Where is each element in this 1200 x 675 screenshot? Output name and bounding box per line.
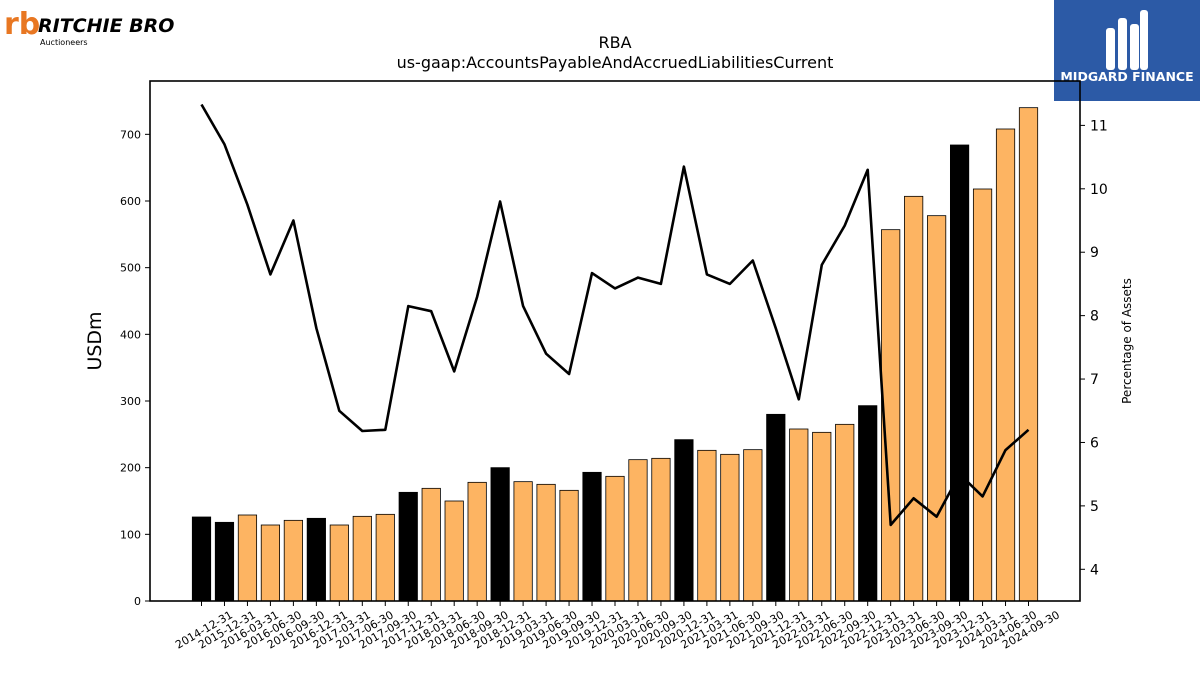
bar <box>582 471 602 602</box>
bar <box>605 475 625 602</box>
y2-tick-label: 6 <box>1090 435 1099 451</box>
y2-tick-label: 7 <box>1090 372 1099 388</box>
bar <box>352 515 372 602</box>
logo-midgard-text: MIDGARD FINANCE <box>1060 69 1193 84</box>
bar <box>858 405 878 602</box>
bar <box>651 457 671 602</box>
chart-title: RBA <box>598 33 631 52</box>
bar <box>191 516 212 602</box>
bar <box>214 521 235 602</box>
bar <box>835 423 855 602</box>
bar <box>421 487 441 602</box>
line-series <box>200 103 1030 527</box>
bar <box>904 195 924 602</box>
bar <box>444 500 464 602</box>
bar-series <box>191 107 1039 602</box>
bar <box>927 215 947 602</box>
plot-frame <box>149 80 1081 602</box>
ritchie-bros-logo: rb RITCHIE BROS. Auctioneers <box>4 7 174 47</box>
bar <box>789 428 809 602</box>
bar <box>674 439 694 602</box>
y2-tick-label: 10 <box>1090 182 1108 198</box>
bar <box>697 449 717 602</box>
y2-tick-label: 4 <box>1090 562 1099 578</box>
bar <box>720 453 740 602</box>
bar <box>283 519 303 602</box>
chart-subtitle: us-gaap:AccountsPayableAndAccruedLiabili… <box>397 53 834 72</box>
y2-axis-label: Percentage of Assets <box>1120 278 1134 404</box>
bar <box>329 524 349 602</box>
bar <box>237 514 258 602</box>
y-tick-label: 100 <box>120 528 141 541</box>
bar <box>375 513 395 602</box>
bar <box>260 524 281 602</box>
midgard-mark-icon: MIDGARD FINANCE <box>1060 10 1194 84</box>
y-tick-label: 700 <box>120 128 141 141</box>
y-axis-label: USDm <box>84 311 106 370</box>
y-tick-label: 200 <box>120 462 141 475</box>
y-tick-label: 400 <box>120 328 141 341</box>
bar <box>1018 107 1039 602</box>
y-tick-label: 600 <box>120 195 141 208</box>
y-tick-label: 0 <box>134 595 141 608</box>
logo-brand-text: RITCHIE BROS. <box>38 15 174 37</box>
bar <box>949 144 970 602</box>
bar <box>972 188 993 602</box>
y-tick-label: 500 <box>120 262 141 275</box>
y-tick-label: 300 <box>120 395 141 408</box>
y2-tick-label: 9 <box>1090 245 1099 261</box>
y2-tick-label: 5 <box>1090 499 1099 515</box>
y2-tick-label: 11 <box>1090 118 1108 134</box>
logo-sub-text: Auctioneers <box>40 38 88 47</box>
y-axis-left: 0 100 200 300 400 500 600 700 <box>120 128 150 608</box>
x-axis: 2014-12-312015-12-312016-03-312016-06-30… <box>173 601 1062 652</box>
bar <box>467 481 487 602</box>
bar <box>306 517 326 602</box>
bar <box>513 481 533 602</box>
bar <box>398 491 418 602</box>
bar <box>536 483 556 602</box>
line-percentage-of-assets <box>200 103 1030 527</box>
bar <box>628 459 648 602</box>
bar <box>995 128 1016 602</box>
midgard-finance-logo: MIDGARD FINANCE <box>1054 0 1200 101</box>
bar <box>490 467 510 602</box>
bar <box>812 431 832 602</box>
y2-tick-label: 8 <box>1090 309 1099 325</box>
logo-rb-mark: rb <box>4 7 40 42</box>
bar <box>743 449 763 602</box>
y-axis-right: 4 5 6 7 8 9 10 11 <box>1080 118 1108 578</box>
bar <box>559 489 579 602</box>
bar <box>766 413 786 602</box>
